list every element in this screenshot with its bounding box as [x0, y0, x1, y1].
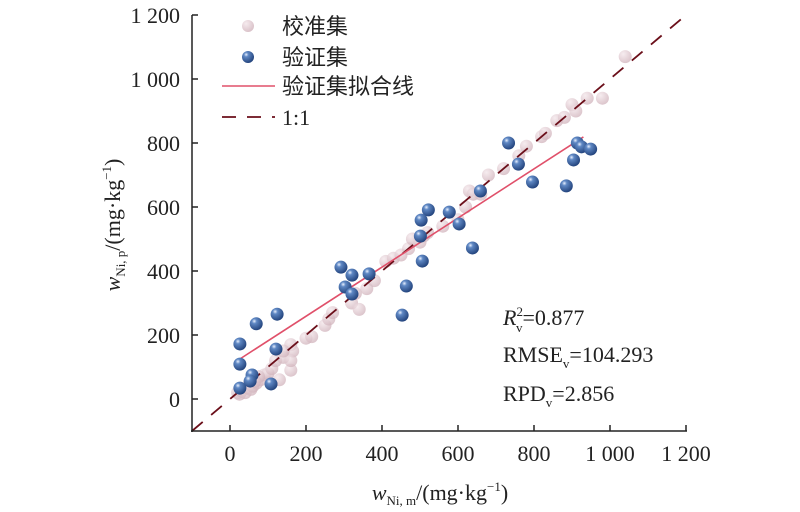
validation-point [559, 179, 573, 193]
y-tick-label: 1 000 [131, 67, 181, 92]
validation-point [264, 377, 278, 391]
validation-point [452, 217, 466, 231]
calibration-point [595, 91, 609, 105]
calibration-point [519, 139, 533, 153]
validation-point [395, 308, 409, 322]
y-tick-label: 1 200 [131, 3, 181, 28]
calibration-point [352, 302, 366, 316]
validation-point [502, 136, 516, 150]
validation-point [270, 307, 284, 321]
validation-point [334, 260, 348, 274]
calibration-point [305, 330, 319, 344]
y-axis-label: wNi, p/(mg·kg−1) [99, 159, 128, 292]
y-tick-label: 0 [169, 387, 180, 412]
calibration-point [618, 50, 632, 64]
y-tick-label: 600 [147, 195, 180, 220]
legend-label-fit: 验证集拟合线 [282, 74, 414, 99]
legend: 校准集 验证集 验证集拟合线 1:1 [222, 14, 414, 130]
x-tick-label: 600 [442, 441, 475, 466]
validation-point [511, 157, 525, 171]
x-tick-label: 1 200 [661, 441, 711, 466]
validation-point [249, 317, 263, 331]
legend-label-calibration: 校准集 [282, 14, 348, 39]
legend-marker-calibration [242, 20, 254, 32]
validation-point [399, 279, 413, 293]
x-tick-label: 1 000 [585, 441, 635, 466]
stats-annotation: R2 v=0.877 RMSEv=104.293 RPDv=2.856 [502, 304, 653, 410]
validation-point [345, 268, 359, 282]
validation-point [465, 241, 479, 255]
validation-point [269, 342, 283, 356]
fit-line [239, 136, 584, 360]
x-tick-label: 400 [366, 441, 399, 466]
validation-point [233, 357, 247, 371]
x-axis-label: wNi, m/(mg·kg−1) [372, 479, 508, 508]
validation-point [413, 229, 427, 243]
calibration-point [284, 363, 298, 377]
y-tick-label: 200 [147, 323, 180, 348]
identity-line [191, 14, 687, 432]
validation-point [414, 213, 428, 227]
axes: 0 200 400 600 800 1 000 1 200 0 200 400 600 800 1 00… [131, 3, 711, 466]
legend-marker-validation [242, 51, 254, 63]
validation-point [473, 184, 487, 198]
x-tick-label: 200 [290, 441, 323, 466]
y-tick-label: 800 [147, 131, 180, 156]
validation-point [442, 205, 456, 219]
validation-point [233, 381, 247, 395]
rpd-annotation: RPDv=2.856 [503, 381, 614, 410]
y-tick-label: 400 [147, 259, 180, 284]
validation-point [362, 267, 376, 281]
validation-point [415, 254, 429, 268]
validation-point [421, 203, 435, 217]
calibration-point [284, 354, 298, 368]
x-tick-label: 0 [225, 441, 236, 466]
r2-annotation: R2 v=0.877 [502, 304, 584, 335]
validation-point [233, 337, 247, 351]
legend-label-identity: 1:1 [282, 105, 310, 130]
validation-point [584, 142, 598, 156]
rmse-annotation: RMSEv=104.293 [503, 342, 653, 371]
calibration-point [569, 104, 583, 118]
legend-label-validation: 验证集 [282, 45, 348, 70]
validation-point [345, 287, 359, 301]
validation-point [243, 374, 257, 388]
validation-point [525, 175, 539, 189]
calibration-point [481, 168, 495, 182]
calibration-point [459, 200, 473, 214]
plot-area [191, 14, 687, 432]
validation-point [567, 153, 581, 167]
x-tick-label: 800 [518, 441, 551, 466]
